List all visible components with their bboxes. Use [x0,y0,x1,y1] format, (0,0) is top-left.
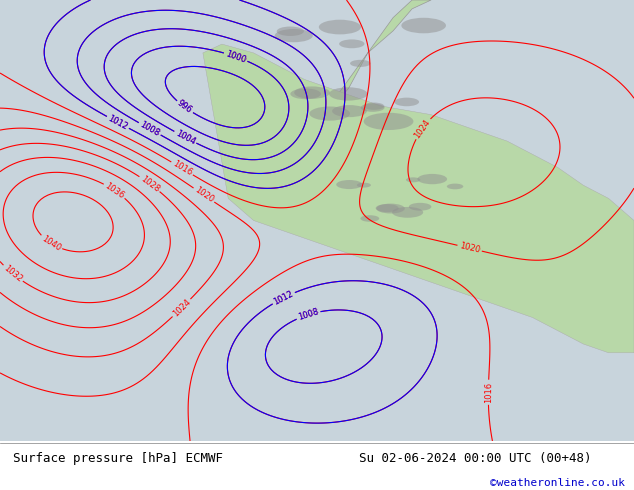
Text: 1032: 1032 [2,264,23,284]
Text: Surface pressure [hPa] ECMWF: Surface pressure [hPa] ECMWF [13,452,223,465]
Text: 1012: 1012 [107,114,129,131]
Text: 1004: 1004 [174,128,197,147]
Ellipse shape [417,174,447,184]
Text: ©weatheronline.co.uk: ©weatheronline.co.uk [491,478,625,488]
Text: 1008: 1008 [138,120,161,138]
Ellipse shape [309,106,350,121]
Text: 1000: 1000 [224,49,247,65]
Ellipse shape [394,98,419,106]
Text: 1028: 1028 [139,174,161,194]
Ellipse shape [350,60,370,67]
Ellipse shape [376,204,399,212]
Polygon shape [203,44,634,353]
Ellipse shape [336,180,363,189]
Text: 1016: 1016 [484,382,493,403]
Text: 1036: 1036 [103,181,126,200]
Ellipse shape [294,86,330,99]
Text: 1004: 1004 [174,128,197,147]
Ellipse shape [357,183,371,188]
Ellipse shape [361,103,385,112]
Text: 1024: 1024 [171,297,192,318]
Ellipse shape [275,29,313,42]
Ellipse shape [319,20,361,34]
Ellipse shape [329,87,368,100]
Ellipse shape [363,102,384,110]
Text: 1008: 1008 [297,307,320,322]
Ellipse shape [406,177,420,182]
Text: 1012: 1012 [107,114,129,131]
Ellipse shape [364,113,413,130]
Ellipse shape [290,89,321,99]
Ellipse shape [332,105,367,117]
Ellipse shape [409,203,431,211]
Text: 1020: 1020 [458,242,481,255]
Ellipse shape [360,215,379,222]
Text: 996: 996 [176,99,194,115]
Ellipse shape [447,184,463,189]
Text: 1016: 1016 [171,159,193,178]
Text: 1040: 1040 [40,234,62,253]
Text: 1020: 1020 [193,185,215,205]
Text: Su 02-06-2024 00:00 UTC (00+48): Su 02-06-2024 00:00 UTC (00+48) [359,452,592,465]
Text: 996: 996 [176,99,194,115]
Ellipse shape [392,207,423,218]
Text: 1024: 1024 [413,118,432,140]
Text: 1000: 1000 [224,49,247,65]
Polygon shape [317,0,431,123]
Ellipse shape [377,203,405,214]
Ellipse shape [339,39,365,48]
Ellipse shape [401,18,446,33]
Text: 1012: 1012 [272,289,295,307]
Text: 1008: 1008 [297,307,320,322]
Text: 1012: 1012 [272,289,295,307]
Ellipse shape [276,26,304,36]
Text: 1008: 1008 [138,120,161,138]
